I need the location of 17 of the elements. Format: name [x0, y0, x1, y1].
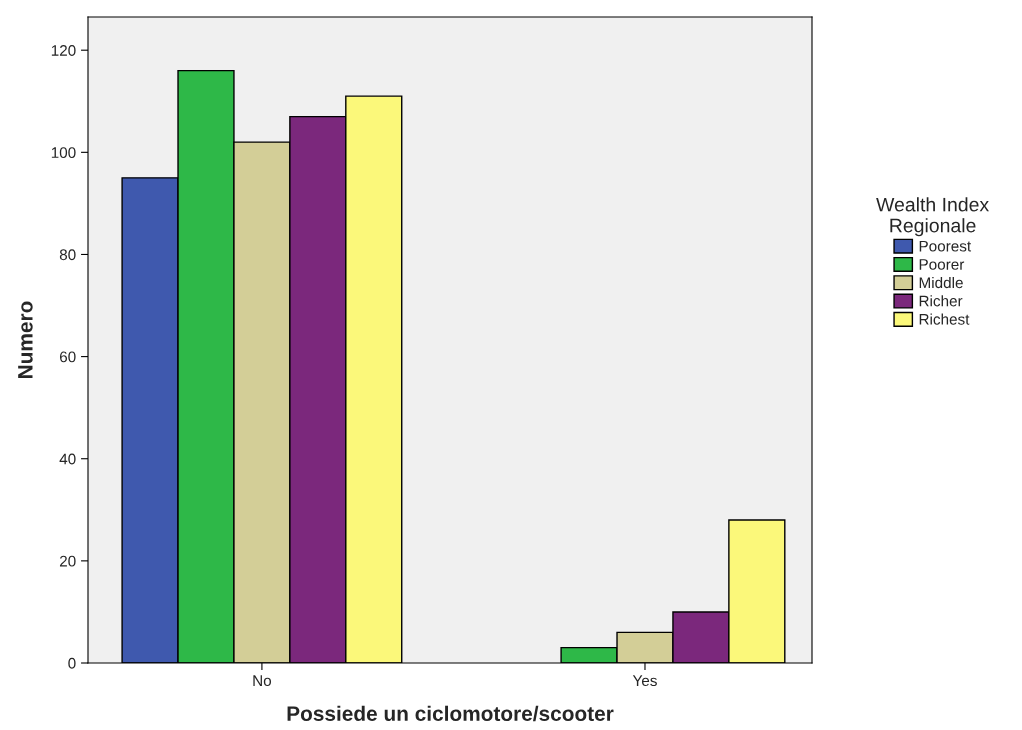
- legend-label: Poorer: [919, 259, 965, 270]
- legend-label: Richest: [919, 313, 970, 325]
- x-tick-label: Yes: [632, 675, 657, 687]
- y-tick-label: 20: [59, 555, 76, 567]
- y-tick-label: 0: [68, 657, 76, 669]
- x-tick-label: No: [253, 675, 272, 687]
- y-tick-label: 80: [59, 249, 76, 261]
- legend-label: Poorest: [919, 240, 972, 252]
- legend-label: Middle: [919, 276, 963, 289]
- y-axis-title: Numero: [18, 301, 33, 378]
- y-tick-label: 120: [51, 45, 76, 56]
- legend-label: Richer: [919, 295, 963, 307]
- legend-title: Wealth Index Regionale: [876, 197, 989, 237]
- y-tick-label: 100: [51, 147, 76, 159]
- x-axis-title: Possiede un ciclomotore/scooter: [287, 705, 614, 722]
- y-tick-label: 40: [59, 453, 76, 465]
- y-tick-label: 60: [59, 351, 76, 363]
